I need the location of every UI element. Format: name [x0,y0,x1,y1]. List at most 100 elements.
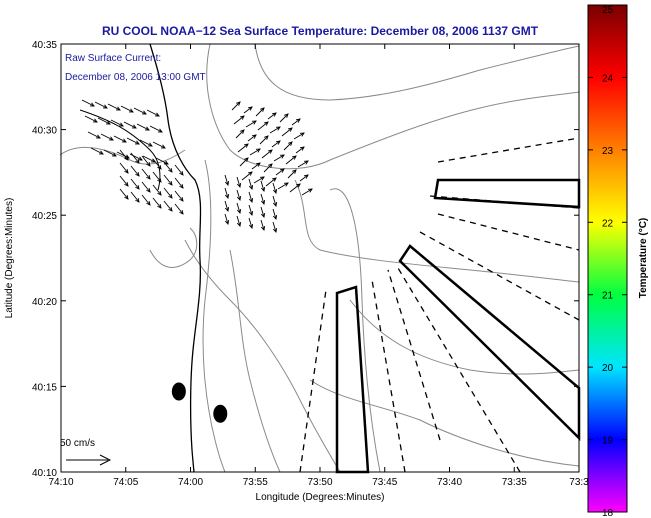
current-vector [123,121,137,129]
current-vector-head [295,118,301,123]
x-axis-label: Longitude (Degrees:Minutes) [256,492,385,503]
current-vector [235,129,245,139]
current-vector-head [135,185,140,190]
current-vector [260,193,265,205]
current-vector-head [284,113,289,118]
current-vector [265,177,277,187]
current-vector [257,121,269,131]
current-vector [119,188,129,200]
current-vector-head [157,178,162,183]
current-vector [163,174,173,186]
current-vector [174,190,184,202]
current-vector [277,182,289,190]
current-vector [281,127,293,137]
current-vector [272,195,277,207]
current-vector-head [279,154,285,159]
current-vector [260,206,265,218]
current-vector [279,113,289,123]
current-vector-head [236,221,242,227]
markers [171,382,228,423]
current-vector [119,162,129,174]
current-vector [272,182,277,194]
current-vector [260,180,265,192]
current-vector-head [272,188,278,194]
current-vector-head [224,180,230,186]
coastline [79,43,202,473]
x-tick-label: 73:35 [502,477,527,488]
current-vector-head [146,188,151,193]
current-vector-head [272,227,278,233]
current-vector-head [135,172,140,177]
current-vector-head [118,122,124,127]
current-vector [269,126,281,134]
current-vector-head [255,162,261,167]
current-vector-head [111,152,117,157]
current-vector-head [303,160,309,165]
current-vector-head [299,146,305,151]
current-vector [130,191,140,203]
depth-contour [149,227,198,268]
current-vector-head [244,143,249,148]
current-vector-head [168,207,173,212]
current-vector-head [268,163,273,168]
survey-track [437,213,580,251]
current-vector [248,204,253,216]
current-vector-head [247,106,253,111]
current-vector [136,123,150,131]
current-vector [130,165,140,177]
depth-contour [202,159,226,473]
y-tick-label: 40:10 [32,468,57,479]
current-vector [81,99,95,107]
current-vector-head [255,148,261,153]
current-vector [94,101,108,109]
colorbar-label: Temperature (°C) [638,218,649,299]
current-vector [267,112,277,120]
current-vector [299,174,309,182]
current-vector [263,163,273,173]
current-vector-head [248,210,254,216]
current-vector-head [105,120,111,125]
current-vector [243,106,253,114]
current-vector-head [179,184,184,189]
current-vector-head [224,206,230,212]
plot-area: 74:10 74:05 74:00 73:55 73:50 73:45 73:40 73:35… [32,40,589,488]
current-vector-head [102,104,108,109]
current-vector-head [154,112,160,117]
current-vector-head [95,134,101,139]
current-vector [149,125,163,133]
current-vector-head [268,149,273,154]
current-vector-head [299,132,305,137]
depth-contour [349,299,580,375]
y-tick-label: 40:35 [32,40,57,51]
colorbar-gradient [587,4,628,513]
current-vector-head [128,108,134,113]
current-vector-head [124,195,129,200]
current-vector-head [279,168,285,173]
current-vector [248,191,253,203]
x-tick-label: 73:55 [243,477,268,488]
current-vector-head [275,140,281,145]
current-vector [224,200,229,212]
current-vector [247,134,257,142]
depth-contour [294,179,580,283]
current-vector-head [157,204,162,209]
marker-a [171,382,186,401]
current-vector [295,146,305,154]
current-vector [139,139,153,147]
current-vector-head [296,183,301,188]
annotation-line2: December 08, 2006 13:00 GMT [65,72,206,83]
current-vector-head [131,124,137,129]
current-vector-head [248,197,254,203]
current-vector [272,208,277,220]
depth-contour [329,188,381,473]
current-vector [152,141,166,149]
colorbar-tick-label: 24 [602,73,614,84]
current-vector-head [260,212,266,218]
survey-track [387,269,441,441]
survey-track [419,231,580,321]
y-tick-label: 40:30 [32,126,57,137]
current-vector [129,153,143,161]
current-vector [224,174,229,186]
scale-label: 50 cm/s [60,438,95,449]
current-vector-head [135,198,140,203]
